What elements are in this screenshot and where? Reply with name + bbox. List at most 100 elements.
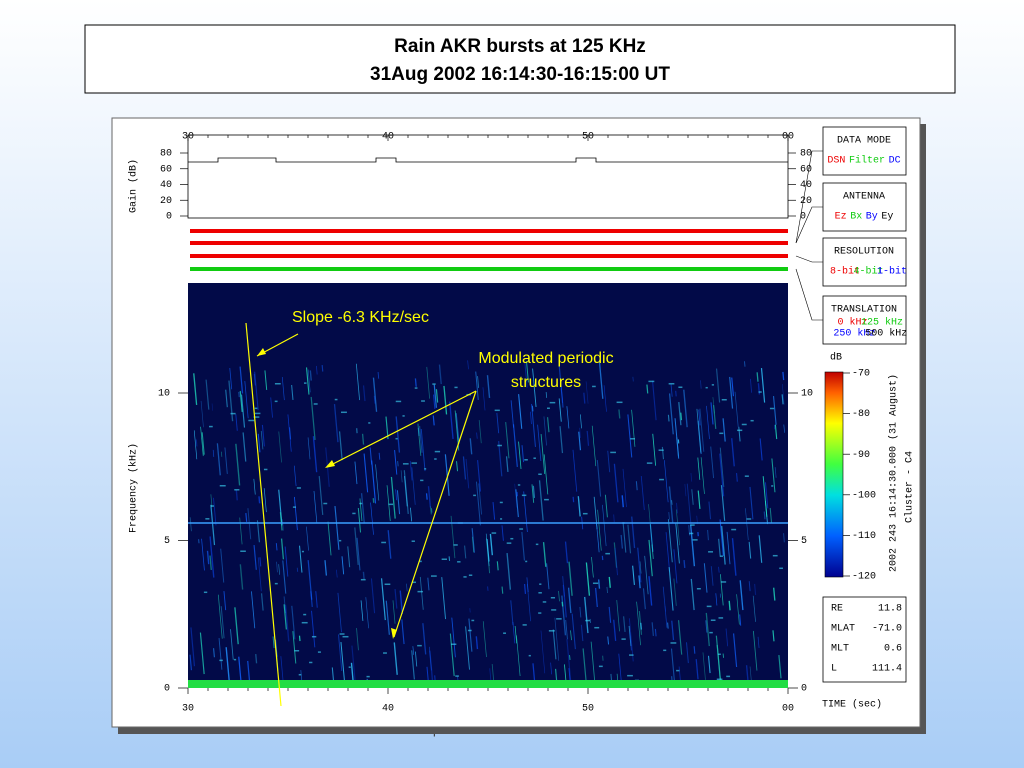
spectral-streak [396, 490, 401, 515]
spectral-dot [549, 401, 556, 404]
spectral-dot [395, 400, 402, 403]
spectral-dot [388, 503, 394, 506]
spectral-streak [281, 376, 285, 401]
spectral-dot [463, 576, 467, 578]
spectral-streak [760, 368, 766, 403]
spectral-streak [403, 475, 408, 507]
spectral-dot [468, 574, 473, 576]
spectral-streak [427, 577, 430, 591]
spectral-streak [260, 593, 264, 611]
spectral-streak [406, 583, 408, 592]
spectral-streak [361, 433, 365, 445]
spectral-dot [497, 444, 502, 447]
spectral-streak [543, 454, 549, 495]
spectral-streak [235, 414, 238, 431]
spectral-streak [715, 593, 718, 606]
x-tick-label: 40 [382, 704, 394, 715]
spectral-streak [621, 495, 624, 508]
title: Rain AKR bursts at 125 KHz [394, 36, 646, 57]
spectral-streak [606, 586, 608, 594]
spectral-streak [327, 521, 332, 556]
spectral-dot [298, 673, 302, 676]
axis-label: Frequency (kHz) [128, 443, 140, 533]
spectral-streak [451, 617, 456, 658]
spectral-streak [283, 596, 287, 614]
spectral-streak [516, 635, 521, 677]
spectral-streak [759, 438, 763, 461]
spectral-streak [355, 363, 360, 401]
y-tick-label: 5 [164, 536, 170, 547]
spectral-streak [628, 625, 632, 647]
spectral-dot [718, 617, 724, 619]
legend-title: RESOLUTION [834, 247, 894, 258]
y-tick-label: 40 [160, 180, 172, 191]
spectral-streak [411, 467, 416, 505]
spectral-streak [456, 461, 458, 472]
spectral-streak [420, 428, 426, 472]
spectral-streak [566, 639, 572, 680]
spectral-dot [771, 485, 774, 487]
spectral-streak [580, 624, 584, 642]
spectral-dot [402, 415, 405, 417]
spectral-streak [284, 604, 290, 642]
spectral-streak [597, 579, 601, 589]
spectral-streak [419, 425, 423, 453]
spectral-streak [540, 434, 546, 475]
spectral-streak [336, 569, 338, 578]
spectral-streak [471, 536, 475, 553]
spectral-streak [510, 600, 514, 626]
spectral-streak [482, 621, 487, 658]
spectral-dot [311, 635, 317, 638]
spectral-streak [764, 482, 769, 509]
spectral-streak [604, 494, 608, 518]
spectral-streak [728, 600, 731, 611]
spectral-streak [380, 578, 386, 621]
spectral-streak [482, 387, 486, 411]
spectral-streak [579, 414, 582, 429]
spectral-streak [468, 618, 473, 652]
spectral-streak [638, 575, 641, 589]
spectral-streak [253, 373, 256, 386]
spectral-streak [702, 652, 706, 680]
axis-label: Gain (dB) [128, 159, 140, 213]
spectral-streak [546, 563, 550, 590]
spectral-streak [235, 443, 241, 486]
spectral-streak [354, 461, 358, 485]
spectral-dot [240, 550, 246, 552]
spectral-streak [225, 647, 231, 685]
spectral-dot [253, 416, 260, 418]
spectral-streak [577, 496, 581, 517]
spectral-dot [551, 609, 557, 611]
spectral-streak [718, 538, 721, 557]
axis-label: TIME (sec) [822, 699, 882, 711]
spectral-streak [216, 443, 221, 476]
spectral-streak [708, 501, 712, 520]
spectral-dot [544, 498, 549, 501]
spectral-streak [426, 366, 430, 399]
spectral-dot [274, 582, 278, 585]
spectral-streak [697, 457, 701, 480]
legend-option: 125 kHz [861, 317, 903, 329]
spectral-streak [526, 583, 531, 622]
spectral-streak [648, 504, 653, 547]
spectral-streak [275, 543, 278, 551]
spectral-streak [707, 655, 711, 674]
spectral-streak [651, 380, 657, 421]
info-value: 111.4 [872, 664, 902, 675]
spectral-dot [744, 475, 749, 477]
spectral-streak [518, 394, 523, 429]
spectral-streak [774, 467, 777, 478]
spectral-streak [698, 409, 701, 426]
spectral-streak [644, 555, 649, 595]
spectral-dot [339, 633, 345, 635]
spectral-streak [690, 578, 695, 611]
side-label: Cluster - C4 [904, 451, 916, 523]
legend-box [822, 237, 907, 287]
spectral-dot [417, 644, 422, 647]
spectral-streak [668, 486, 674, 524]
spectral-dot [721, 398, 727, 401]
spectral-dot [274, 382, 281, 385]
spectral-dot [605, 552, 610, 555]
spectral-streak [370, 502, 374, 535]
spectral-streak [598, 361, 604, 399]
